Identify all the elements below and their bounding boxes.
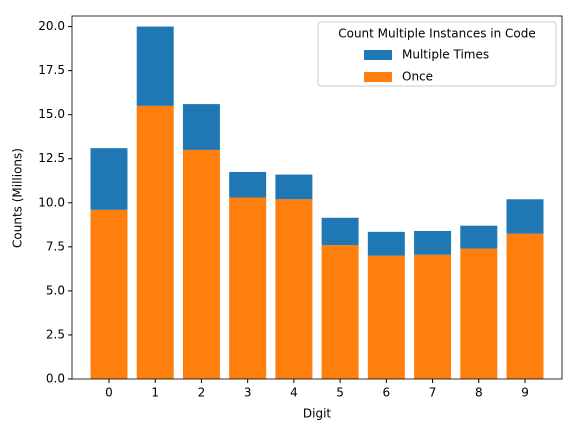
bar (321, 217, 359, 246)
x-tick-label: 0 (105, 386, 113, 400)
bar (229, 171, 267, 198)
bar (90, 209, 128, 379)
legend-swatch (364, 50, 392, 60)
bar (182, 149, 220, 379)
x-tick-label: 4 (290, 386, 298, 400)
bar (136, 26, 174, 106)
x-tick-label: 1 (151, 386, 159, 400)
bar (90, 148, 128, 210)
bar (182, 104, 220, 150)
y-tick-label: 12.5 (38, 151, 65, 165)
bar (460, 248, 498, 379)
bar (414, 254, 452, 379)
bar (321, 245, 359, 379)
x-tick-label: 2 (198, 386, 206, 400)
legend-box (317, 21, 557, 87)
y-tick-label: 10.0 (38, 195, 65, 209)
y-tick-label: 0.0 (46, 372, 65, 386)
legend-label: Once (402, 70, 433, 84)
y-tick-label: 2.5 (46, 327, 65, 341)
bar (367, 231, 405, 256)
bar (229, 197, 267, 379)
x-tick-label: 3 (244, 386, 252, 400)
y-tick-label: 15.0 (38, 107, 65, 121)
bar (275, 199, 313, 379)
x-tick-label: 9 (521, 386, 529, 400)
y-axis-label: Counts (Millions) (11, 148, 25, 248)
bar (506, 233, 544, 379)
bar (367, 255, 405, 379)
bar (414, 230, 452, 255)
x-axis-label: Digit (303, 407, 332, 421)
plot-frame (71, 15, 563, 380)
legend-swatch (364, 72, 392, 82)
y-tick-label: 5.0 (46, 283, 65, 297)
x-tick-label: 8 (475, 386, 483, 400)
bar (275, 174, 313, 200)
x-tick-label: 6 (383, 386, 391, 400)
bar (506, 199, 544, 234)
bar (136, 105, 174, 380)
y-tick-label: 20.0 (38, 19, 65, 33)
x-tick-label: 7 (429, 386, 437, 400)
legend-title: Count Multiple Instances in Code (338, 27, 536, 41)
y-tick-label: 17.5 (38, 63, 65, 77)
y-tick-label: 7.5 (46, 239, 65, 253)
x-tick-label: 5 (336, 386, 344, 400)
legend-label: Multiple Times (402, 48, 489, 62)
bar (460, 225, 498, 249)
